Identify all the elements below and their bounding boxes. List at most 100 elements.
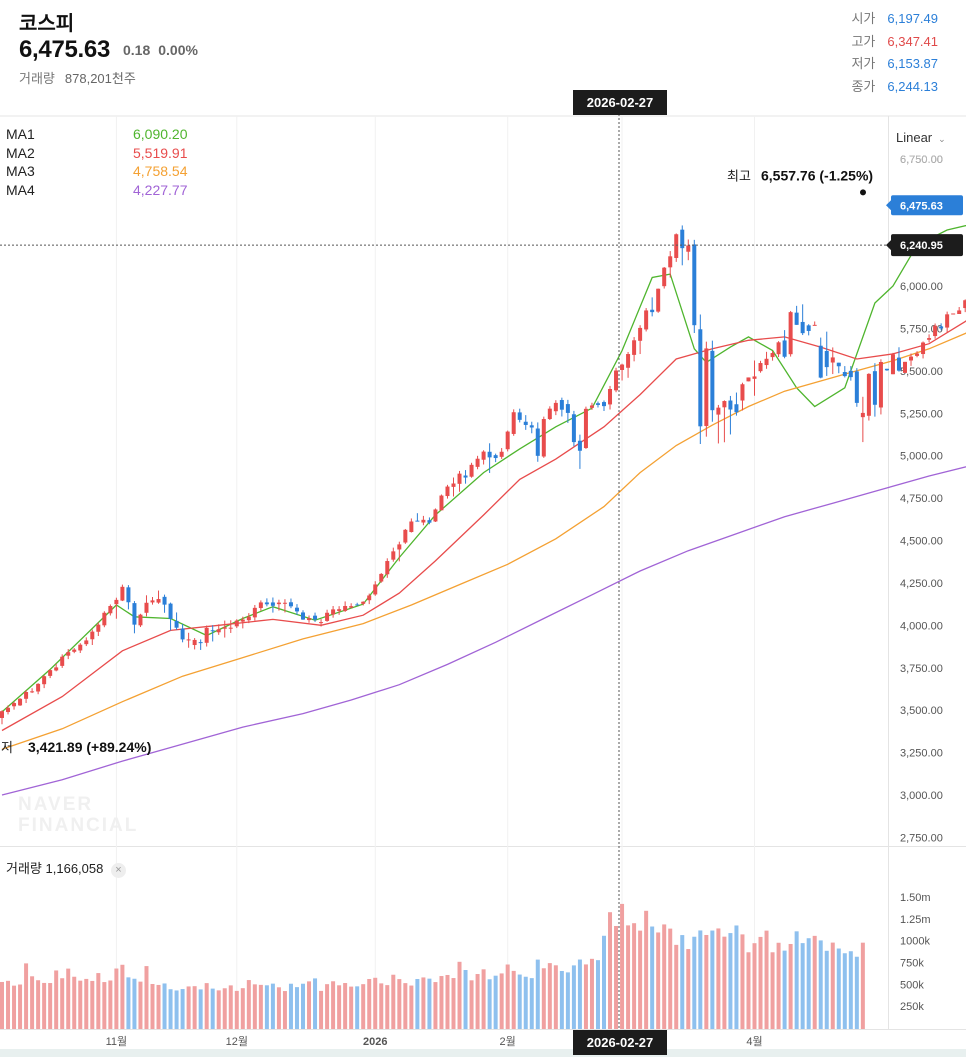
volume-bar xyxy=(704,934,709,1029)
candle-body xyxy=(48,670,53,676)
volume-bar xyxy=(258,984,263,1029)
volume-bar xyxy=(674,944,679,1029)
candle xyxy=(252,604,257,621)
candle-body xyxy=(433,509,438,522)
candle-body xyxy=(337,609,342,611)
candle xyxy=(54,663,59,672)
candle xyxy=(830,347,835,375)
volume-bar xyxy=(367,979,372,1029)
candle xyxy=(72,648,77,654)
candle-body xyxy=(0,711,4,718)
volume-bar xyxy=(391,974,396,1029)
volume-bar xyxy=(343,983,348,1029)
volume-bar xyxy=(662,924,667,1029)
price-tick-label: 6,000.00 xyxy=(900,281,943,293)
volume-bar xyxy=(746,952,751,1029)
last-price-label: 6,475.63 xyxy=(900,200,943,212)
candle xyxy=(90,629,95,646)
candle xyxy=(24,690,29,704)
candle xyxy=(174,612,179,630)
candle xyxy=(66,649,71,660)
candle xyxy=(150,596,155,605)
candle-body xyxy=(307,618,312,621)
volume-bar xyxy=(349,986,354,1029)
candle-body xyxy=(644,310,649,330)
candle xyxy=(234,619,239,629)
candle xyxy=(475,455,480,470)
candle xyxy=(770,350,775,361)
candle xyxy=(698,314,703,444)
candle xyxy=(571,410,576,447)
candle-body xyxy=(632,340,637,355)
candle-body xyxy=(343,605,348,611)
ma-legend: MA1 6,090.20 MA2 5,519.91 MA3 4,758.54 MA4 4… xyxy=(6,125,188,199)
candle-body xyxy=(963,300,966,309)
candle xyxy=(42,675,47,689)
candle xyxy=(896,347,901,372)
candle-body xyxy=(138,614,143,626)
volume-bar xyxy=(812,935,817,1029)
candle-body xyxy=(650,309,655,313)
candle-body xyxy=(288,602,293,607)
volume-bar xyxy=(433,982,438,1029)
candle xyxy=(18,698,23,706)
candle xyxy=(343,601,348,612)
volume-bar xyxy=(782,950,787,1029)
volume-bar xyxy=(120,964,125,1029)
volume-bar xyxy=(451,978,456,1029)
candle xyxy=(632,337,637,362)
candle-body xyxy=(656,288,661,312)
volume-bar xyxy=(686,949,691,1029)
candle-body xyxy=(144,602,149,613)
candle xyxy=(800,304,805,336)
volume-bar xyxy=(848,951,853,1029)
high-annotation-label: 최고 xyxy=(727,168,751,183)
bottom-strip xyxy=(0,1049,966,1057)
volume-bar xyxy=(355,986,360,1029)
volume-bar xyxy=(463,970,468,1029)
volume-bar xyxy=(24,963,29,1029)
candle xyxy=(945,311,950,333)
candle-body xyxy=(156,599,161,603)
candle xyxy=(602,400,606,412)
volume-bar xyxy=(824,950,829,1029)
volume-bar xyxy=(577,959,582,1029)
candles xyxy=(0,225,966,725)
volume-bar xyxy=(505,964,510,1029)
candle xyxy=(270,597,275,613)
candle xyxy=(0,710,4,725)
candle xyxy=(505,430,510,452)
scale-mode-dropdown[interactable]: Linear ⌄ xyxy=(896,130,946,145)
volume-bar xyxy=(186,986,191,1029)
volume-tick-label: 750k xyxy=(900,958,924,970)
candle xyxy=(301,610,305,620)
candle-body xyxy=(553,402,558,412)
candle xyxy=(379,573,384,583)
candle xyxy=(541,416,546,458)
candle-body xyxy=(174,620,179,628)
volume-bar xyxy=(102,982,107,1029)
candle-body xyxy=(728,400,733,410)
candle xyxy=(951,313,956,315)
volume-bar xyxy=(493,975,498,1029)
ohlc-high-value: 6,347.41 xyxy=(887,33,938,49)
candle xyxy=(686,239,691,261)
candle-body xyxy=(42,676,47,685)
candle-body xyxy=(331,609,336,615)
close-icon[interactable]: × xyxy=(110,863,126,878)
candle-body xyxy=(234,620,239,627)
volume-bar xyxy=(860,942,865,1029)
volume-bar xyxy=(90,980,95,1029)
volume-bar xyxy=(150,983,155,1029)
candle xyxy=(650,297,655,317)
volume-tick-label: 500k xyxy=(900,979,924,991)
candle xyxy=(909,353,914,366)
volume-bar xyxy=(126,977,131,1029)
candle xyxy=(577,434,582,469)
candle-body xyxy=(108,605,113,614)
candle-body xyxy=(511,412,516,434)
volume-bar xyxy=(776,942,781,1029)
volume-bar xyxy=(403,983,408,1029)
candle-body xyxy=(162,596,167,605)
